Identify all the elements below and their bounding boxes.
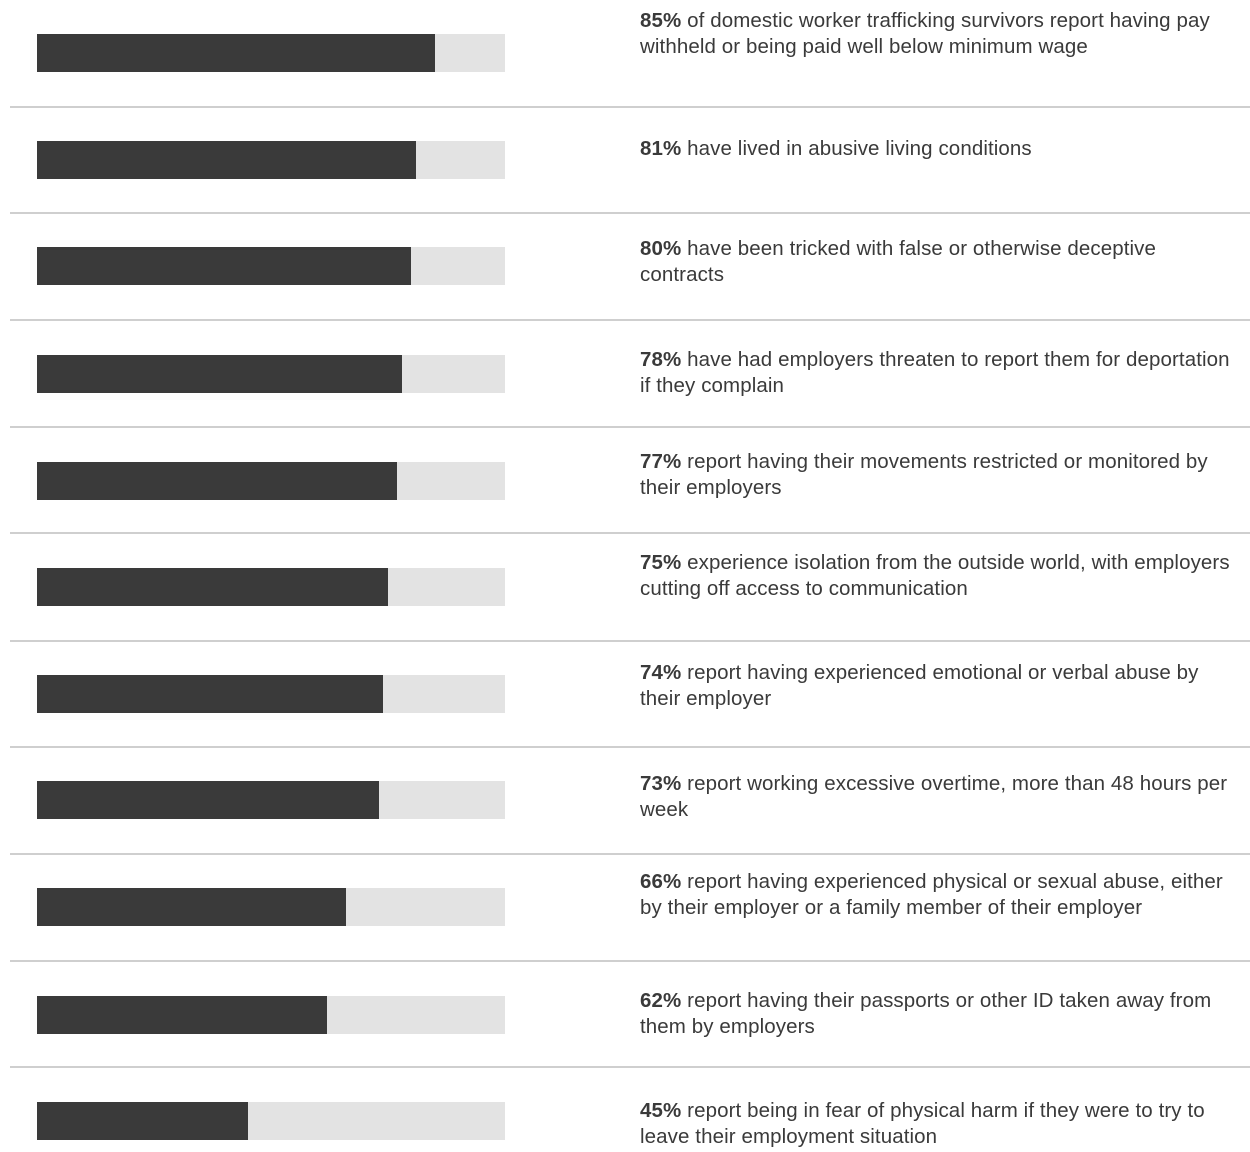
bar (37, 141, 416, 179)
bar (37, 568, 388, 606)
bar (37, 996, 327, 1034)
percent-label: 66% (640, 870, 682, 893)
bar (37, 355, 402, 393)
stat-description: of domestic worker trafficking survivors… (640, 9, 1210, 58)
stat-description: report being in fear of physical harm if… (640, 1099, 1205, 1148)
stat-description: experience isolation from the outside wo… (640, 551, 1230, 600)
row-divider (10, 319, 1250, 321)
bar (37, 462, 397, 500)
bar (37, 675, 383, 713)
stat-text: 85% of domestic worker trafficking survi… (640, 8, 1230, 60)
row-divider (10, 960, 1250, 962)
stat-description: have been tricked with false or otherwis… (640, 237, 1157, 286)
bar-track (37, 888, 505, 926)
bar-track (37, 781, 505, 819)
bar-track (37, 247, 505, 285)
row-divider (10, 640, 1250, 642)
percent-label: 74% (640, 661, 682, 684)
bar-track (37, 568, 505, 606)
row-divider (10, 746, 1250, 748)
stat-text: 45% report being in fear of physical har… (640, 1098, 1230, 1150)
bar (37, 781, 379, 819)
percent-label: 75% (640, 551, 682, 574)
bar (37, 247, 411, 285)
stat-text: 78% have had employers threaten to repor… (640, 347, 1230, 399)
bar-track (37, 462, 505, 500)
stat-text: 73% report working excessive overtime, m… (640, 771, 1230, 823)
row-divider (10, 853, 1250, 855)
percent-label: 77% (640, 450, 682, 473)
stat-text: 81% have lived in abusive living conditi… (640, 136, 1230, 162)
bar (37, 888, 346, 926)
stat-description: report having their passports or other I… (640, 989, 1212, 1038)
percent-label: 62% (640, 989, 682, 1012)
bar-track (37, 355, 505, 393)
bar-track (37, 996, 505, 1034)
bar (37, 34, 435, 72)
stat-text: 77% report having their movements restri… (640, 449, 1230, 501)
row-divider (10, 212, 1250, 214)
stat-text: 75% experience isolation from the outsid… (640, 550, 1230, 602)
bar-track (37, 1102, 505, 1140)
row-divider (10, 426, 1250, 428)
stat-description: report working excessive overtime, more … (640, 772, 1228, 821)
stat-description: have lived in abusive living conditions (681, 137, 1032, 160)
stat-text: 80% have been tricked with false or othe… (640, 236, 1230, 288)
stat-text: 74% report having experienced emotional … (640, 660, 1230, 712)
percent-label: 81% (640, 137, 682, 160)
bar-track (37, 675, 505, 713)
row-divider (10, 532, 1250, 534)
stat-description: report having experienced emotional or v… (640, 661, 1199, 710)
bar (37, 1102, 248, 1140)
percent-label: 45% (640, 1099, 682, 1122)
percent-label: 80% (640, 237, 682, 260)
percent-label: 85% (640, 9, 682, 32)
stat-text: 62% report having their passports or oth… (640, 988, 1230, 1040)
percent-label: 78% (640, 348, 682, 371)
bar-track (37, 141, 505, 179)
row-divider (10, 106, 1250, 108)
stat-description: report having their movements restricted… (640, 450, 1208, 499)
percent-label: 73% (640, 772, 682, 795)
row-divider (10, 1066, 1250, 1068)
stat-text: 66% report having experienced physical o… (640, 869, 1230, 921)
stat-description: have had employers threaten to report th… (640, 348, 1230, 397)
stat-description: report having experienced physical or se… (640, 870, 1223, 919)
bar-track (37, 34, 505, 72)
